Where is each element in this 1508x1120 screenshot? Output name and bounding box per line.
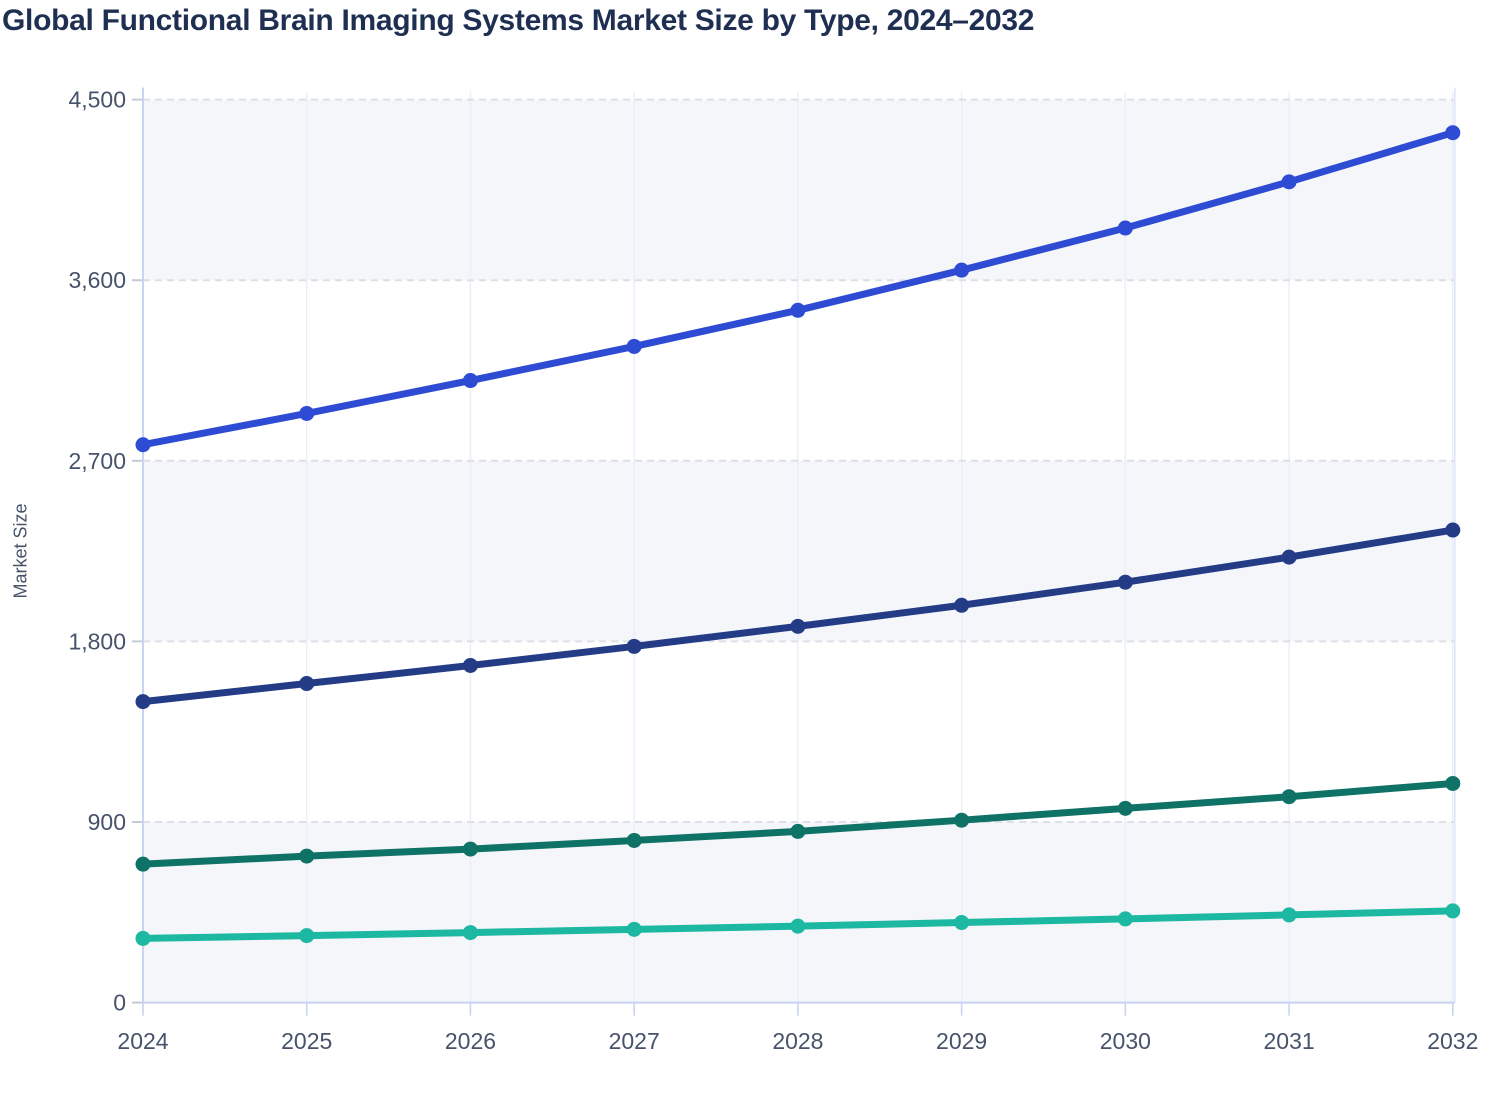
data-point-dark-green-2028[interactable] (790, 824, 805, 839)
data-point-dark-green-2030[interactable] (1118, 801, 1133, 816)
x-tick-label-2024: 2024 (117, 1028, 168, 1054)
chart-page: Global Functional Brain Imaging Systems … (0, 0, 1508, 1120)
y-tick-label-3600: 3,600 (68, 267, 126, 293)
data-point-navy-2024[interactable] (136, 694, 151, 709)
data-point-teal-2028[interactable] (790, 919, 805, 934)
data-point-teal-2030[interactable] (1118, 911, 1133, 926)
data-point-navy-2028[interactable] (790, 619, 805, 634)
x-tick-label-2029: 2029 (936, 1028, 987, 1054)
plot-band-1 (143, 461, 1455, 642)
data-point-royal-blue-2031[interactable] (1282, 174, 1297, 189)
data-point-navy-2030[interactable] (1118, 575, 1133, 590)
x-tick-label-2032: 2032 (1427, 1028, 1478, 1054)
data-point-dark-green-2026[interactable] (463, 842, 478, 857)
data-point-royal-blue-2028[interactable] (790, 303, 805, 318)
data-point-navy-2025[interactable] (299, 676, 314, 691)
data-point-royal-blue-2027[interactable] (627, 339, 642, 354)
data-point-navy-2032[interactable] (1445, 523, 1460, 538)
y-tick-label-4500: 4,500 (68, 87, 126, 113)
data-point-navy-2031[interactable] (1282, 550, 1297, 565)
data-point-dark-green-2029[interactable] (954, 813, 969, 828)
data-point-teal-2031[interactable] (1282, 907, 1297, 922)
data-point-royal-blue-2025[interactable] (299, 406, 314, 421)
x-tick-label-2025: 2025 (281, 1028, 332, 1054)
line-chart: 0 900 1,800 2,700 3,600 4,500 2024 2025 2026 2027… (0, 0, 1508, 1120)
data-point-dark-green-2027[interactable] (627, 833, 642, 848)
data-point-teal-2025[interactable] (299, 928, 314, 943)
data-point-navy-2027[interactable] (627, 639, 642, 654)
data-point-royal-blue-2024[interactable] (136, 437, 151, 452)
data-point-navy-2029[interactable] (954, 598, 969, 613)
x-tick-label-2031: 2031 (1263, 1028, 1314, 1054)
x-tick-label-2026: 2026 (445, 1028, 496, 1054)
y-tick-label-900: 900 (88, 809, 126, 835)
data-point-royal-blue-2029[interactable] (954, 263, 969, 278)
data-point-royal-blue-2032[interactable] (1445, 125, 1460, 140)
x-tick-label-2030: 2030 (1100, 1028, 1151, 1054)
y-tick-label-0: 0 (113, 990, 126, 1016)
data-point-teal-2027[interactable] (627, 922, 642, 937)
x-tick-label-2027: 2027 (609, 1028, 660, 1054)
data-point-dark-green-2025[interactable] (299, 849, 314, 864)
data-point-teal-2024[interactable] (136, 931, 151, 946)
data-point-royal-blue-2026[interactable] (463, 373, 478, 388)
y-tick-label-1800: 1,800 (68, 628, 126, 654)
data-point-teal-2029[interactable] (954, 915, 969, 930)
data-point-teal-2032[interactable] (1445, 903, 1460, 918)
data-point-dark-green-2032[interactable] (1445, 776, 1460, 791)
data-point-royal-blue-2030[interactable] (1118, 221, 1133, 236)
data-point-dark-green-2031[interactable] (1282, 789, 1297, 804)
data-point-teal-2026[interactable] (463, 925, 478, 940)
y-tick-label-2700: 2,700 (68, 448, 126, 474)
x-tick-label-2028: 2028 (772, 1028, 823, 1054)
data-point-navy-2026[interactable] (463, 658, 478, 673)
data-point-dark-green-2024[interactable] (136, 857, 151, 872)
